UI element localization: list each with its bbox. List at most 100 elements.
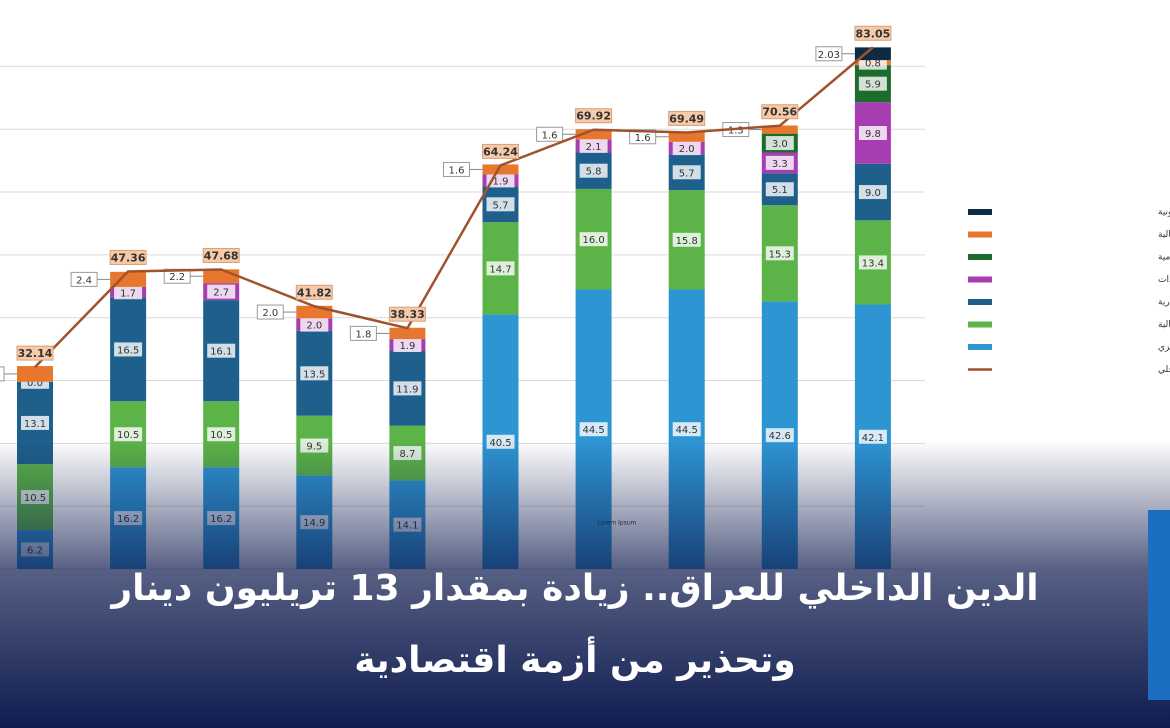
data-label: 3.0 xyxy=(772,139,788,150)
headline: الدين الداخلي للعراق.. زيادة بمقدار 13 ت… xyxy=(109,568,1038,609)
label-box xyxy=(579,163,608,178)
label-box xyxy=(672,141,701,156)
data-label: 16.0 xyxy=(582,235,604,246)
bar-segment xyxy=(296,305,333,319)
legend-swatch xyxy=(968,344,992,350)
label-box xyxy=(486,261,515,276)
data-label: 5.9 xyxy=(865,80,881,91)
data-label: 5.8 xyxy=(586,167,602,178)
bar-segment xyxy=(110,271,147,287)
overlay xyxy=(0,440,1170,728)
data-label: 1.8 xyxy=(355,329,371,340)
data-label: 44.5 xyxy=(582,425,604,436)
label-box xyxy=(114,427,143,442)
label-box xyxy=(858,76,887,91)
bar-segment xyxy=(203,269,240,284)
label-box xyxy=(854,25,892,41)
label-box xyxy=(207,343,236,358)
legend-label: حوالات الخزينة الالكترونية xyxy=(1158,208,1170,218)
bar-segment xyxy=(761,125,798,134)
label-box xyxy=(114,342,143,357)
label-box xyxy=(765,428,794,443)
data-label: 10.5 xyxy=(117,430,139,441)
data-label: 5.7 xyxy=(679,168,695,179)
data-label: 9.8 xyxy=(865,129,881,140)
label-box xyxy=(672,422,701,437)
data-label: 64.24 xyxy=(483,145,518,158)
label-box xyxy=(300,366,329,381)
legend-label: حوالات الخزينة لدى المصارف التجارية xyxy=(1158,298,1170,308)
label-box xyxy=(575,108,613,124)
data-label: 2.2 xyxy=(169,272,185,283)
data-label: 5.7 xyxy=(493,200,509,211)
data-label: 13.4 xyxy=(862,258,884,269)
data-label: 3.3 xyxy=(772,159,788,170)
label-box xyxy=(629,129,657,145)
data-label: 42.6 xyxy=(769,431,791,442)
label-box xyxy=(443,161,470,177)
label-box xyxy=(579,232,608,247)
label-box xyxy=(349,325,377,341)
label-box xyxy=(16,345,54,361)
total-line xyxy=(34,46,874,368)
label-box xyxy=(21,415,49,430)
label-box xyxy=(114,285,143,300)
data-label: 13.5 xyxy=(303,369,325,380)
label-box xyxy=(388,306,426,322)
data-label: 47.36 xyxy=(111,251,146,264)
data-label: 2.7 xyxy=(213,288,229,299)
data-label: 16.1 xyxy=(210,347,232,358)
data-label: 69.92 xyxy=(576,110,611,123)
data-label: 32.14 xyxy=(18,347,53,360)
bar-segment xyxy=(668,131,705,142)
label-box xyxy=(70,271,98,287)
label-box xyxy=(761,104,799,120)
label-box xyxy=(0,366,5,382)
legend-label: اجمالي الدين الداخلي xyxy=(1158,365,1170,375)
label-box xyxy=(393,338,422,353)
label-box xyxy=(295,284,333,300)
data-label: 1.6 xyxy=(542,130,558,141)
label-box xyxy=(858,126,887,141)
legend-swatch xyxy=(968,231,992,238)
label-box xyxy=(579,422,608,437)
label-box xyxy=(858,255,887,270)
legend-swatch xyxy=(968,321,992,328)
bar-segment xyxy=(854,47,891,61)
legend-label: قروض المصارف الحكومية xyxy=(1158,253,1170,263)
data-label: 2.0 xyxy=(262,308,278,319)
label-box xyxy=(672,232,701,247)
label-box xyxy=(579,138,608,153)
data-label: 15.3 xyxy=(769,249,791,260)
data-label: 14.7 xyxy=(489,264,511,275)
label-box xyxy=(668,110,706,126)
data-label: 1.9 xyxy=(493,176,509,187)
label-box xyxy=(486,197,515,212)
data-label: 2.1 xyxy=(586,142,602,153)
data-label: 1.6 xyxy=(449,165,465,176)
data-label: 0.0 xyxy=(27,378,43,389)
legend-swatch xyxy=(968,209,992,215)
legend-label: ديون وزارة المالية xyxy=(1158,230,1170,240)
headline: وتحذير من أزمة اقتصادية xyxy=(354,636,795,681)
label-box xyxy=(207,427,236,442)
legend-label: قروض المؤسسات المالية xyxy=(1158,320,1170,330)
data-label: 44.5 xyxy=(676,425,698,436)
data-label: 83.05 xyxy=(856,27,891,40)
data-label: 1.7 xyxy=(120,288,136,299)
bar-segment xyxy=(17,366,53,382)
data-label: 2.0 xyxy=(306,321,322,332)
label-box xyxy=(109,249,147,265)
legend-swatch xyxy=(968,254,992,260)
label-box xyxy=(765,155,794,170)
data-label: 1.6 xyxy=(635,133,651,144)
data-label: 16.5 xyxy=(117,345,139,356)
data-label: 11.9 xyxy=(396,384,418,395)
data-label: 5.1 xyxy=(772,185,788,196)
label-box xyxy=(393,381,422,396)
label-box xyxy=(765,136,794,151)
legend-label: السندات xyxy=(1158,275,1170,285)
data-label: 42.1 xyxy=(862,433,884,444)
